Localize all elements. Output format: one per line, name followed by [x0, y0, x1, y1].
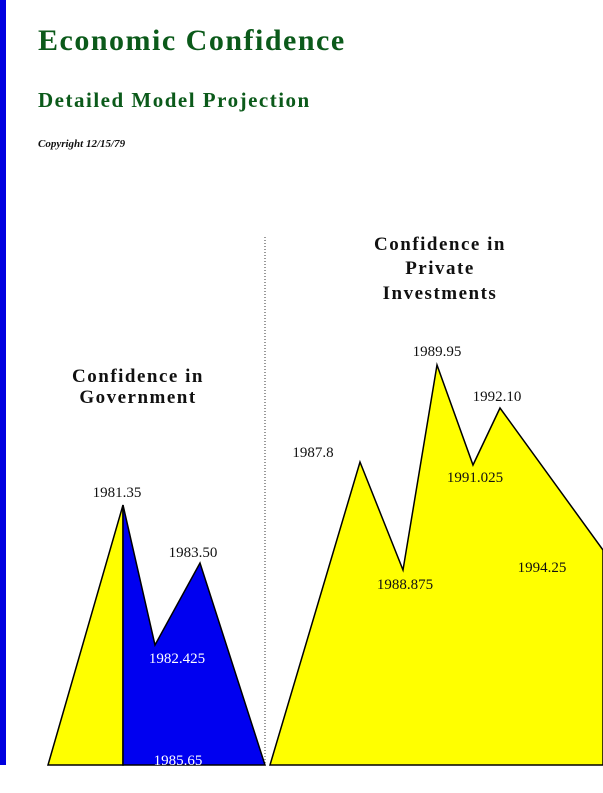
point-label: 1994.25 [518, 560, 567, 576]
panel-heading: Confidence in [72, 366, 204, 387]
panel-heading: Investments [383, 283, 498, 304]
point-label: 1991.025 [447, 470, 503, 486]
point-label: 1987.8 [292, 445, 333, 461]
subtitle: Detailed Model Projection [38, 88, 311, 112]
panel-heading: Government [79, 387, 196, 408]
point-label: 1983.50 [169, 545, 218, 561]
bottom-margin [0, 766, 603, 793]
panel-heading: Private [405, 258, 475, 279]
private-area [268, 362, 603, 766]
title: Economic Confidence [38, 24, 346, 57]
left-border [0, 0, 6, 765]
copyright: Copyright 12/15/79 [38, 138, 126, 150]
point-label: 1981.35 [93, 485, 142, 501]
point-label: 1982.425 [149, 651, 205, 667]
point-label: 1989.95 [413, 344, 462, 360]
point-label: 1988.875 [377, 577, 433, 593]
panel-heading: Confidence in [374, 234, 506, 255]
point-label: 1992.10 [473, 389, 522, 405]
point-label: 1985.65 [154, 753, 203, 769]
government-area-blue [122, 504, 267, 766]
